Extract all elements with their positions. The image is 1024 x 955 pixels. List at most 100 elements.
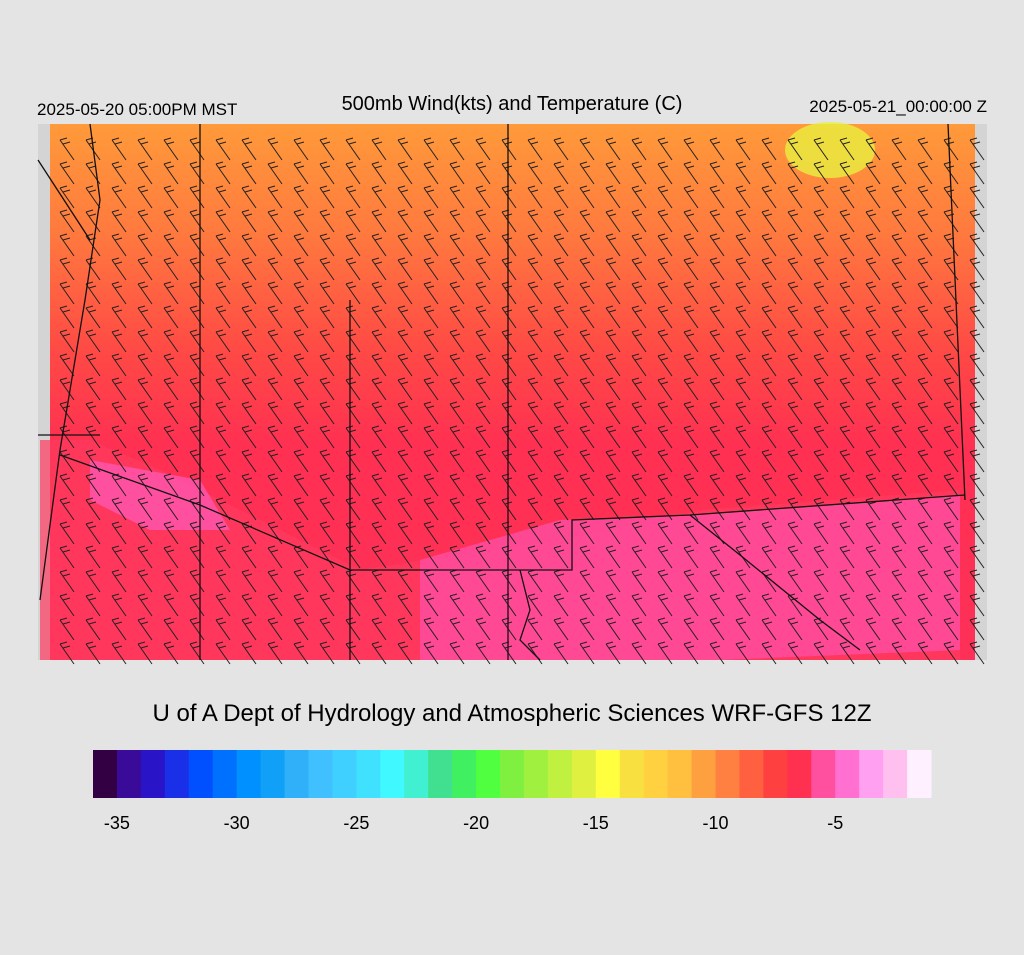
wind-barb — [631, 617, 647, 641]
wind-barb — [475, 617, 491, 641]
wind-barb — [683, 353, 699, 377]
wind-barb — [735, 521, 751, 545]
wind-barb — [215, 473, 231, 497]
wind-barb — [917, 593, 933, 617]
wind-barb — [111, 545, 127, 569]
wind-barb — [605, 473, 621, 497]
wind-barb — [137, 161, 153, 185]
temperature-field — [785, 122, 875, 178]
wind-barb — [241, 617, 257, 641]
wind-barb — [267, 497, 283, 521]
wind-barb — [579, 305, 595, 329]
colorbar-swatch — [284, 750, 309, 798]
wind-barb — [163, 617, 179, 641]
wind-barb — [605, 377, 621, 401]
wind-barb — [865, 209, 881, 233]
wind-barb — [85, 377, 101, 401]
wind-barb — [241, 209, 257, 233]
colorbar-swatch — [835, 750, 860, 798]
wind-barb — [267, 257, 283, 281]
wind-barb — [241, 497, 257, 521]
wind-barb — [605, 401, 621, 425]
wind-barb — [865, 617, 881, 641]
wind-barb — [657, 569, 673, 593]
wind-barb — [553, 593, 569, 617]
wind-barb — [111, 137, 127, 161]
wind-barb — [787, 281, 803, 305]
wind-barb — [137, 449, 153, 473]
wind-barb — [579, 353, 595, 377]
wind-barb — [111, 641, 127, 665]
wind-barb — [527, 353, 543, 377]
colorbar: -35 -30 -25 -20 -15 -10 -5 — [93, 750, 932, 833]
wind-barb — [293, 209, 309, 233]
wind-barb — [709, 305, 725, 329]
wind-barb — [449, 185, 465, 209]
wind-barb — [319, 545, 335, 569]
wind-barb — [241, 281, 257, 305]
wind-barb — [761, 353, 777, 377]
wind-barb — [475, 233, 491, 257]
wind-barb — [475, 497, 491, 521]
wind-barb — [657, 641, 673, 665]
wind-barb — [527, 521, 543, 545]
wind-barb — [683, 185, 699, 209]
wind-barb — [839, 161, 855, 185]
wind-barb — [137, 209, 153, 233]
wind-barb — [215, 185, 231, 209]
wind-barb — [241, 257, 257, 281]
wind-barb — [371, 425, 387, 449]
wind-barb — [839, 305, 855, 329]
wind-barb — [163, 497, 179, 521]
wind-barb — [59, 305, 75, 329]
wind-barb — [215, 161, 231, 185]
wind-barb — [891, 305, 907, 329]
wind-barb — [241, 425, 257, 449]
wind-barb — [709, 401, 725, 425]
wind-barb — [293, 185, 309, 209]
wind-barb — [917, 473, 933, 497]
wind-barb — [657, 377, 673, 401]
wind-barb — [215, 329, 231, 353]
wind-barb — [761, 377, 777, 401]
wind-barb — [553, 233, 569, 257]
wind-barb — [137, 401, 153, 425]
wind-barb — [683, 401, 699, 425]
wind-barb — [345, 185, 361, 209]
wind-barb — [319, 425, 335, 449]
wind-barb — [241, 593, 257, 617]
wind-barb — [709, 353, 725, 377]
wind-barb — [657, 545, 673, 569]
wind-barb — [59, 161, 75, 185]
wind-barb — [917, 521, 933, 545]
wind-barb — [215, 521, 231, 545]
wind-barb — [85, 497, 101, 521]
wind-barb — [189, 161, 205, 185]
wind-barb — [605, 329, 621, 353]
wind-barb — [839, 617, 855, 641]
wind-barb — [839, 353, 855, 377]
wind-barb — [59, 281, 75, 305]
wind-barb — [475, 545, 491, 569]
wind-barb — [865, 497, 881, 521]
wind-barb — [267, 281, 283, 305]
wind-barb — [423, 521, 439, 545]
wind-barb — [709, 617, 725, 641]
wind-barb — [735, 593, 751, 617]
wind-barb — [371, 521, 387, 545]
wind-barb — [137, 425, 153, 449]
wind-barb — [605, 257, 621, 281]
wind-barb — [891, 377, 907, 401]
wind-barb — [787, 329, 803, 353]
wind-barb — [943, 521, 959, 545]
wind-barb — [969, 329, 985, 353]
wind-barb — [163, 521, 179, 545]
wind-barb — [943, 497, 959, 521]
wind-barb — [397, 137, 413, 161]
colorbar-swatch — [523, 750, 549, 798]
wind-barb — [267, 209, 283, 233]
wind-barb — [631, 377, 647, 401]
wind-barb — [293, 137, 309, 161]
wind-barb — [449, 449, 465, 473]
wind-barb — [59, 257, 75, 281]
